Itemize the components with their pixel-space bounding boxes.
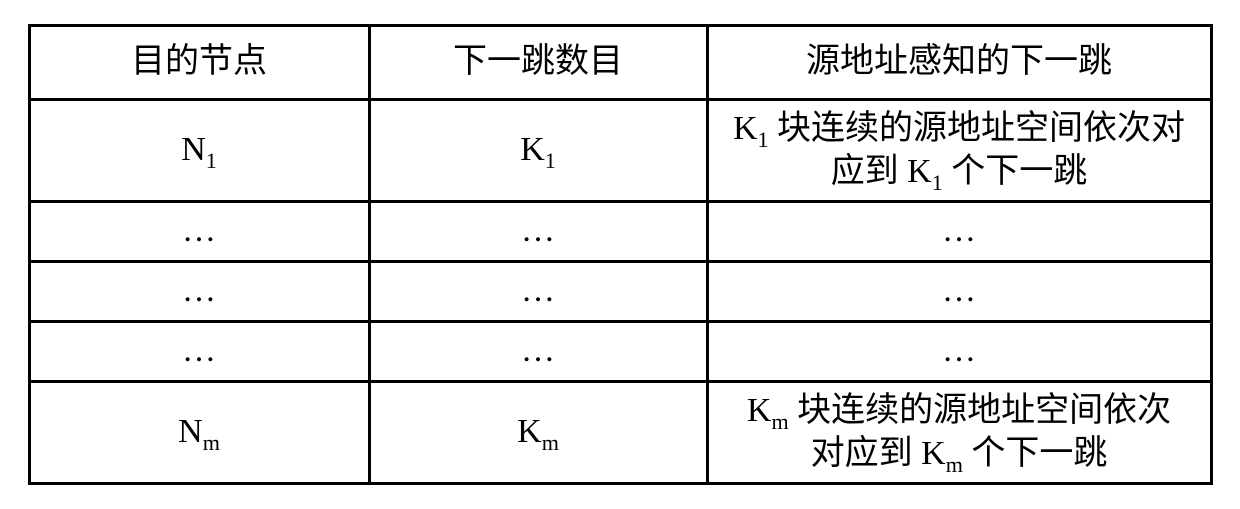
cell-nhops: … bbox=[369, 322, 707, 382]
cell-dest: … bbox=[29, 262, 369, 322]
cell-dest: … bbox=[29, 202, 369, 262]
routing-table: 目的节点下一跳数目源地址感知的下一跳N1K1K1 块连续的源地址空间依次对应到 … bbox=[28, 24, 1213, 485]
cell-aware: … bbox=[707, 262, 1211, 322]
cell-dest: … bbox=[29, 322, 369, 382]
cell-aware: K1 块连续的源地址空间依次对应到 K1 个下一跳 bbox=[707, 100, 1211, 202]
cell-nhops: K1 bbox=[369, 100, 707, 202]
column-header-aware: 源地址感知的下一跳 bbox=[707, 26, 1211, 100]
table-header-row: 目的节点下一跳数目源地址感知的下一跳 bbox=[29, 26, 1211, 100]
cell-aware: … bbox=[707, 202, 1211, 262]
cell-dest: N1 bbox=[29, 100, 369, 202]
table-row: ……… bbox=[29, 202, 1211, 262]
cell-aware: … bbox=[707, 322, 1211, 382]
column-header-dest: 目的节点 bbox=[29, 26, 369, 100]
table-row: NmKmKm 块连续的源地址空间依次对应到 Km 个下一跳 bbox=[29, 382, 1211, 484]
cell-aware: Km 块连续的源地址空间依次对应到 Km 个下一跳 bbox=[707, 382, 1211, 484]
cell-nhops: Km bbox=[369, 382, 707, 484]
column-header-nhops: 下一跳数目 bbox=[369, 26, 707, 100]
table-row: ……… bbox=[29, 262, 1211, 322]
cell-nhops: … bbox=[369, 262, 707, 322]
table-row: N1K1K1 块连续的源地址空间依次对应到 K1 个下一跳 bbox=[29, 100, 1211, 202]
table-row: ……… bbox=[29, 322, 1211, 382]
cell-nhops: … bbox=[369, 202, 707, 262]
cell-dest: Nm bbox=[29, 382, 369, 484]
